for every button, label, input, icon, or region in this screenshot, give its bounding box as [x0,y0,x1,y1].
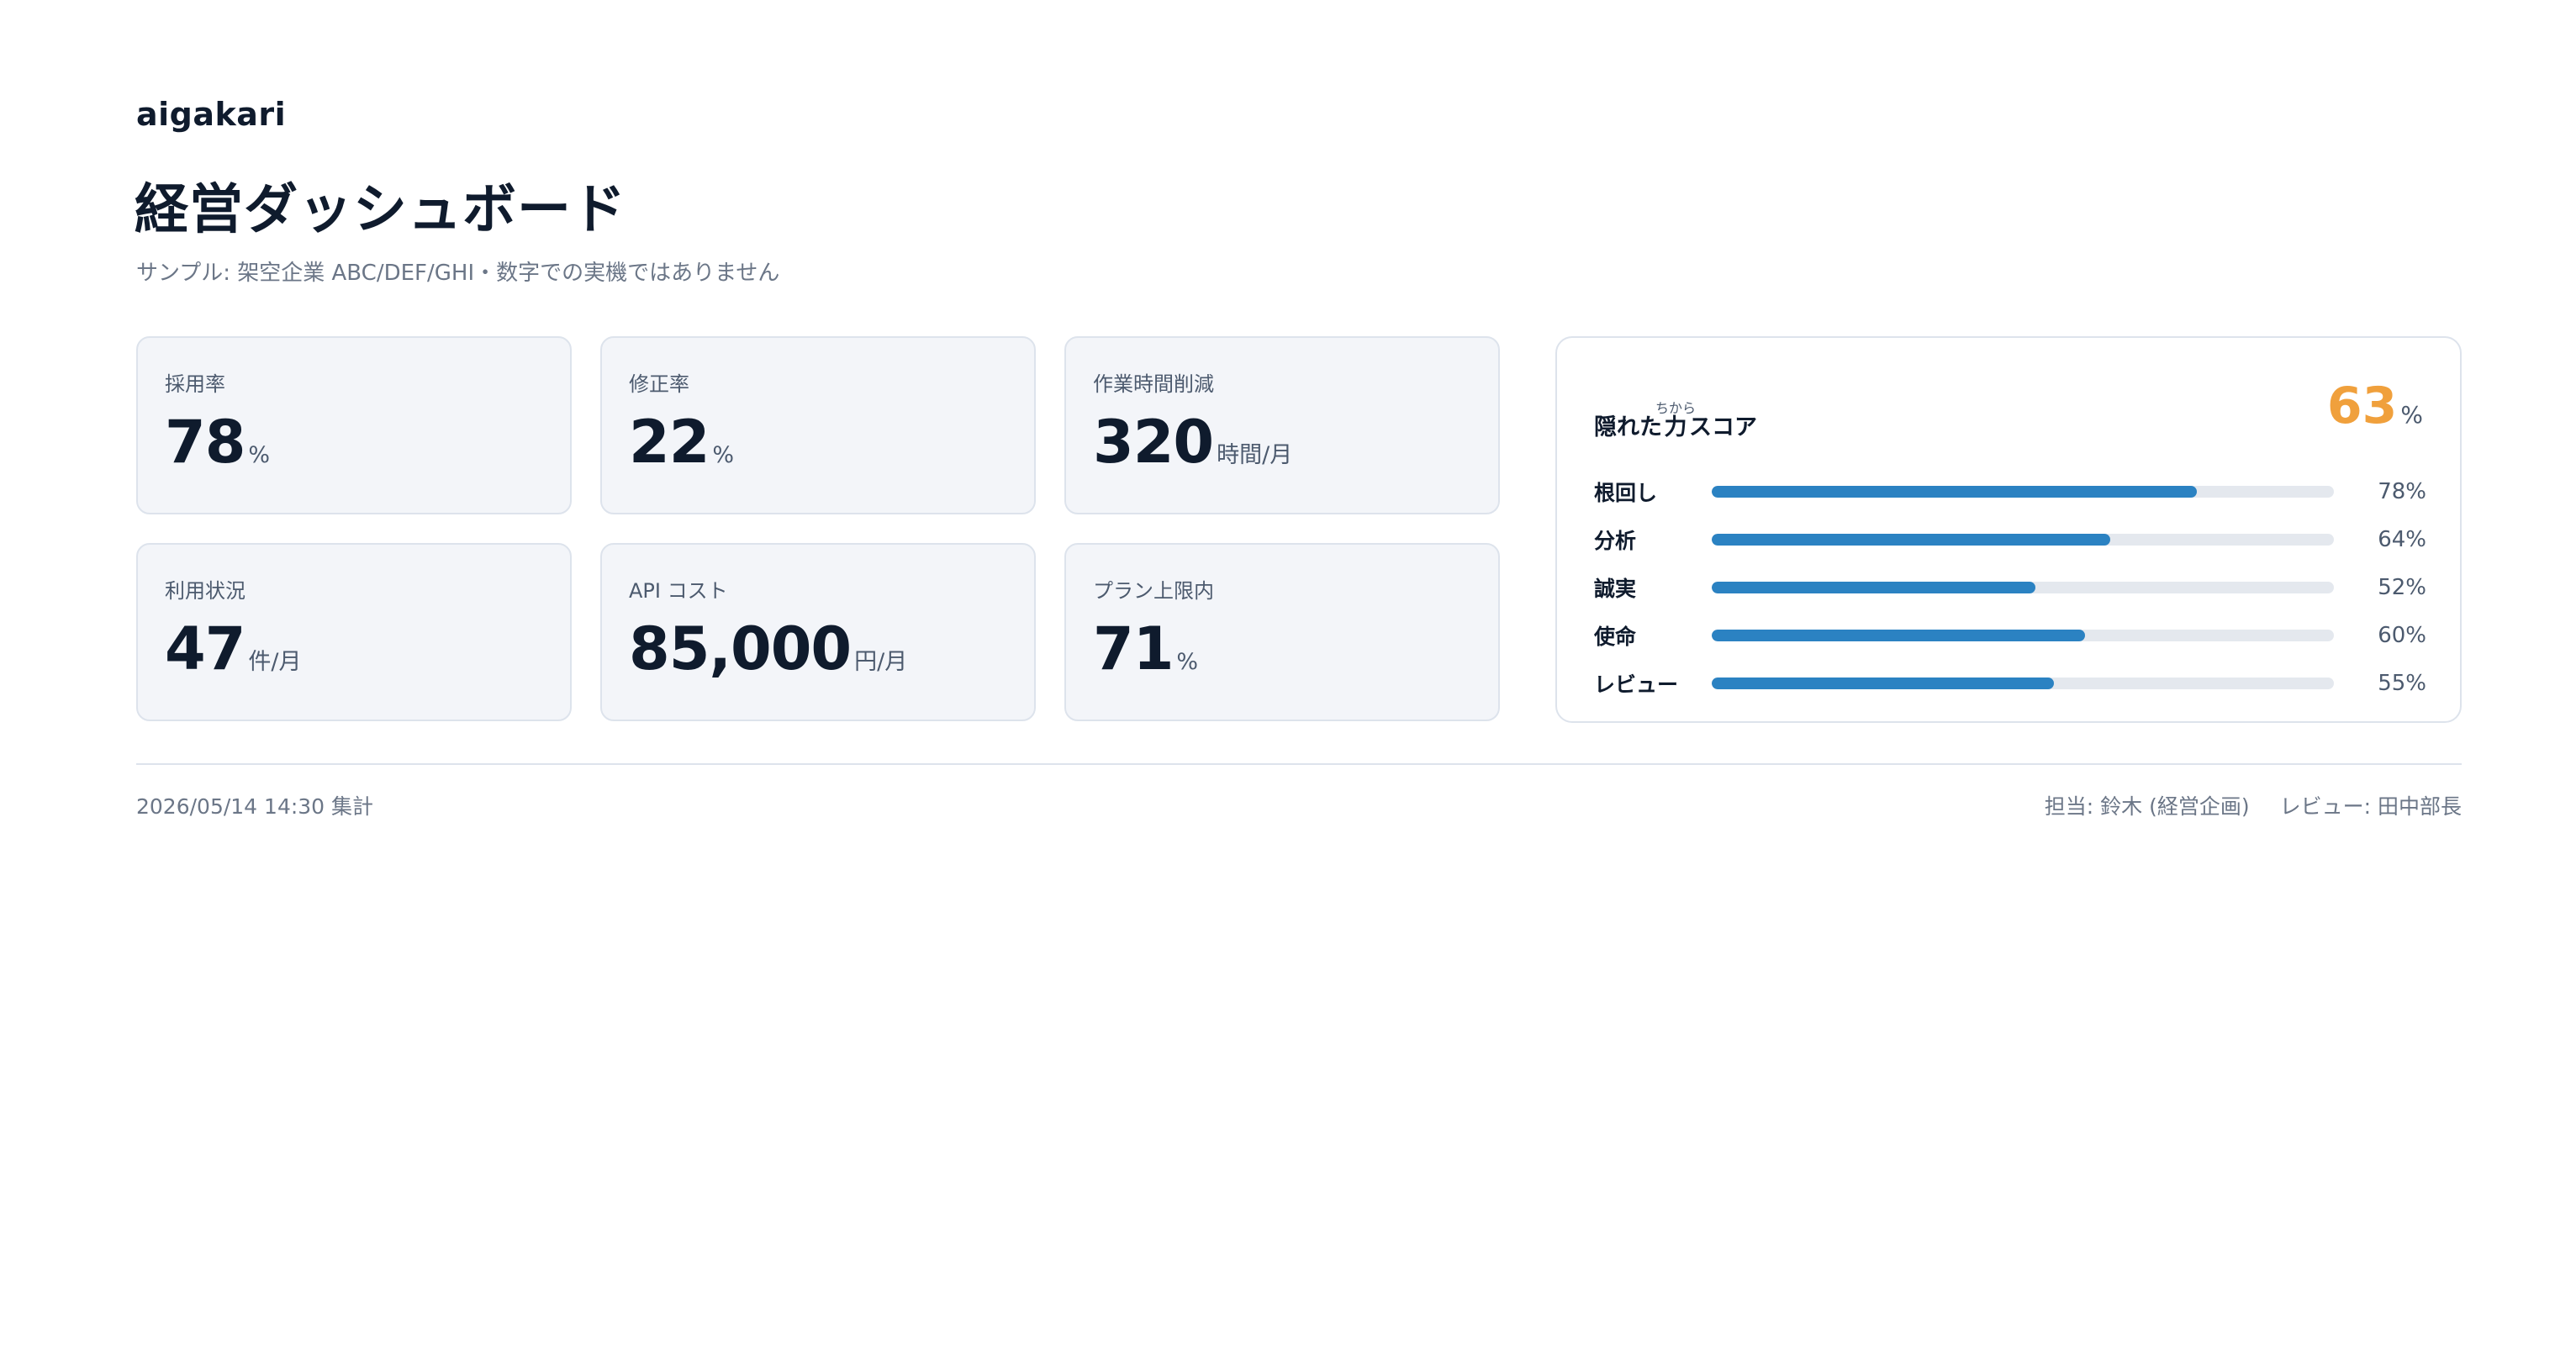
kpi-unit: 円/月 [854,649,908,675]
kpi-card-time-saved: 作業時間削減 320 時間/月 [1064,336,1500,514]
score-title-ruby-base: 力 [1655,414,1696,440]
score-title-prefix: 隠れた [1594,414,1662,440]
score-row-analysis: 分析 64% [1594,515,2426,563]
score-bar-fill [1712,533,2110,546]
score-bar-fill [1712,485,2198,498]
kpi-value: 71 [1093,614,1174,683]
kpi-label: 作業時間削減 [1093,372,1214,396]
kpi-value-row: 320 時間/月 [1093,407,1471,477]
score-title-ruby-text: ちから [1655,400,1697,416]
kpi-card-plan-limit: プラン上限内 71 % [1064,543,1500,721]
kpi-card-usage: 利用状況 47 件/月 [136,543,572,721]
kpi-value-row: 71 % [1093,614,1471,684]
kpi-card-adoption-rate: 採用率 78 % [136,336,572,514]
kpi-value: 78 [165,408,245,477]
kpi-value: 85,000 [629,614,852,683]
page-subtitle: サンプル: 架空企業 ABC/DEF/GHI・数字での実機ではありません [136,261,780,286]
score-row-nemawashi: 根回し 78% [1594,467,2426,515]
score-row-label: 使命 [1594,624,1637,649]
kpi-label: 修正率 [629,372,689,396]
score-row-percent: 64% [2378,526,2426,552]
hidden-power-score-card: 隠れた力ちからスコア 63 % 根回し 78% 分析 64% 誠実 [1555,336,2462,723]
kpi-label: 利用状況 [165,579,245,603]
kpi-label: API コスト [629,579,728,603]
aggregation-timestamp: 2026/05/14 14:30 集計 [136,794,374,819]
score-bar-track [1712,581,2334,593]
kpi-value: 47 [165,614,245,683]
score-row-percent: 55% [2378,670,2426,696]
kpi-value: 22 [629,408,710,477]
score-row-mission: 使命 60% [1594,611,2426,659]
score-row-label: 誠実 [1594,576,1637,601]
kpi-unit: % [1176,649,1199,675]
score-row-integrity: 誠実 52% [1594,563,2426,611]
kpi-value-row: 85,000 円/月 [629,614,1007,684]
score-rows: 根回し 78% 分析 64% 誠実 52% 使 [1594,467,2426,707]
kpi-value-row: 78 % [165,407,543,477]
kpi-value-row: 22 % [629,407,1007,477]
footer-credits: 担当: 鈴木 (経営企画) レビュー: 田中部長 [2045,790,2462,820]
score-row-percent: 60% [2378,622,2426,648]
kpi-unit: 時間/月 [1217,442,1293,468]
owner-credit: 担当: 鈴木 (経営企画) [2044,794,2250,819]
score-row-percent: 78% [2378,478,2426,504]
score-row-label: 根回し [1594,480,1658,505]
score-bar-track [1712,629,2334,641]
page-title: 経営ダッシュボード [135,179,626,241]
kpi-value: 320 [1093,408,1214,477]
score-row-percent: 52% [2378,574,2426,600]
score-total-value: 63 [2326,377,2398,435]
footer-divider [136,763,2462,765]
kpi-value-row: 47 件/月 [165,614,543,684]
score-total: 63 % [2327,377,2423,435]
score-title-suffix: スコア [1689,414,1757,440]
kpi-grid: 採用率 78 % 修正率 22 % 作業時間削減 320 時間/月 利用状況 4… [136,336,1500,723]
score-bar-fill [1712,677,2054,689]
kpi-unit: % [712,442,735,468]
score-bar-fill [1712,629,2085,641]
kpi-unit: 件/月 [248,649,302,675]
kpi-unit: % [248,442,271,468]
kpi-label: 採用率 [165,372,225,396]
score-bar-track [1712,485,2334,498]
score-row-review: レビュー 55% [1594,659,2426,707]
kpi-card-correction-rate: 修正率 22 % [600,336,1036,514]
score-row-label: 分析 [1594,528,1637,553]
score-card-title: 隠れた力ちからスコア [1594,400,1757,441]
score-row-label: レビュー [1594,672,1679,697]
reviewer-credit: レビュー: 田中部長 [2279,794,2462,819]
score-bar-track [1712,533,2334,546]
score-bar-fill [1712,581,2035,593]
brand-logo: aigakari [136,96,287,133]
score-bar-track [1712,677,2334,689]
kpi-card-api-cost: API コスト 85,000 円/月 [600,543,1036,721]
score-title-ruby: 力ちから [1655,400,1696,440]
score-total-unit: % [2400,401,2423,429]
kpi-label: プラン上限内 [1093,579,1214,603]
